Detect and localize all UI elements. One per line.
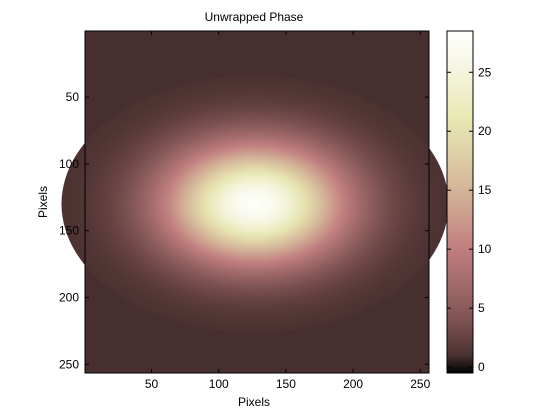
x-axis-ticks: 50 100 150 200 250 [145, 31, 431, 391]
y-axis-label: Pixels [36, 186, 50, 218]
x-tick-label: 200 [343, 377, 363, 391]
x-tick-label: 150 [276, 377, 296, 391]
y-tick-label: 150 [59, 224, 79, 238]
y-axis-ticks: 50 100 150 200 250 [59, 90, 429, 371]
plot-frame [84, 30, 430, 374]
y-tick-label: 100 [59, 157, 79, 171]
y-tick-label: 250 [59, 357, 79, 371]
heatmap-blob [61, 75, 449, 333]
y-tick-label: 200 [59, 291, 79, 305]
plot-area: 50 100 150 200 250 50 100 150 200 250 [59, 30, 449, 391]
chart-title: Unwrapped Phase [205, 10, 304, 24]
x-tick-label: 250 [410, 377, 430, 391]
colorbar-frame [446, 30, 474, 374]
colorbar-ticks: 0 5 10 15 20 25 [447, 65, 492, 374]
x-tick-label: 50 [145, 377, 159, 391]
colorbar-tick-label: 20 [478, 124, 492, 138]
colorbar: 0 5 10 15 20 25 [446, 30, 492, 374]
colorbar-tick-label: 10 [478, 242, 492, 256]
colorbar-gradient [447, 31, 473, 373]
x-axis-label: Pixels [238, 395, 270, 409]
x-tick-label: 100 [209, 377, 229, 391]
colorbar-tick-label: 15 [478, 183, 492, 197]
y-tick-label: 50 [66, 90, 80, 104]
colorbar-tick-label: 0 [478, 360, 485, 374]
colorbar-tick-label: 25 [478, 65, 492, 79]
colorbar-tick-label: 5 [478, 301, 485, 315]
